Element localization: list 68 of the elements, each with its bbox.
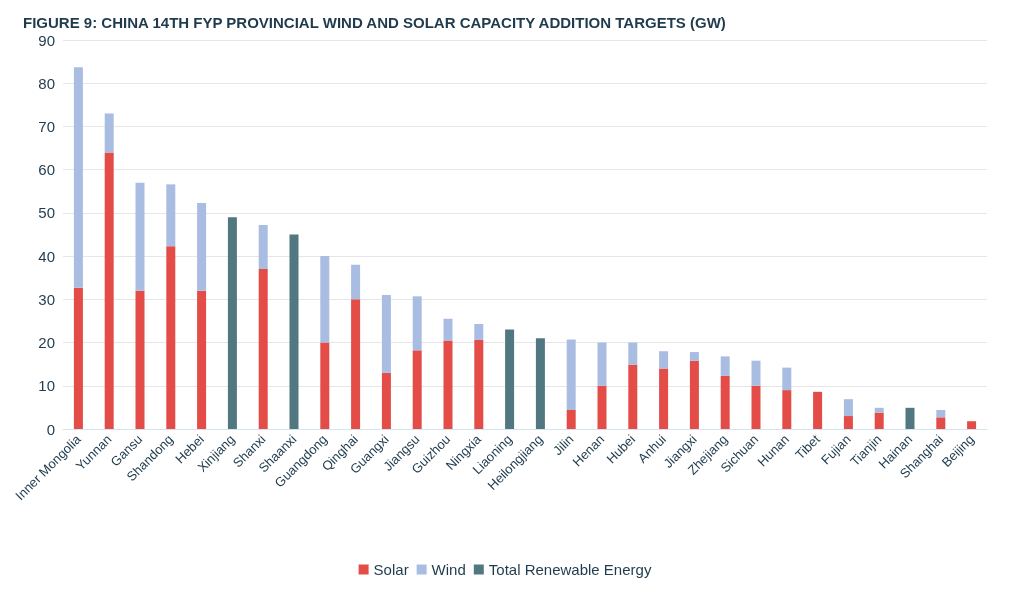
bar [751,385,761,429]
legend-label: Solar [373,561,409,578]
bar [289,234,299,429]
y-tick-label: 90 [38,31,55,49]
bar [843,416,853,429]
bar [351,299,361,429]
x-tick-label: Jilin [550,431,577,459]
bar [73,287,83,429]
bar [197,202,207,291]
y-tick-label: 60 [38,161,55,179]
bar [813,391,823,429]
bar [320,342,330,429]
bar [474,323,484,340]
bar [443,340,453,429]
bar [751,360,761,386]
y-tick-label: 10 [38,377,55,395]
bar [689,360,699,429]
chart-title: FIGURE 9: CHINA 14TH FYP PROVINCIAL WIND AND SOLAR CAPACITY ADDITION TARGETS (GW) [23,14,726,31]
bar [166,184,176,247]
bar [381,372,391,429]
bar [104,113,114,153]
bar [659,351,669,369]
bar [258,269,268,429]
bar [443,318,453,341]
bar [166,246,176,429]
y-tick-label: 80 [38,74,55,92]
bar [843,399,853,417]
bar [659,368,669,429]
bar [782,367,792,391]
legend-label: Wind [431,561,466,578]
bar [874,407,884,413]
bar [597,342,607,386]
bar [967,421,977,429]
bar [628,364,638,429]
bar [905,407,915,429]
y-tick-label: 50 [38,204,55,222]
bar [474,339,484,429]
bar [720,375,730,429]
bar [381,295,391,373]
y-tick-label: 0 [46,420,55,438]
bar [320,256,330,343]
bar [227,217,237,429]
bar [720,356,730,376]
bar [412,296,422,351]
y-tick-label: 70 [38,117,55,135]
bar [197,290,207,429]
bar [104,152,114,429]
bar [936,417,946,429]
bar [535,338,545,429]
bar [628,342,638,365]
y-tick-label: 20 [38,334,55,352]
bar [258,224,268,270]
bar [689,352,699,361]
bar [505,329,515,429]
bar [566,409,576,429]
y-tick-label: 40 [38,247,55,265]
bar [566,339,576,410]
bar [135,290,145,429]
legend-label: Total Renewable Energy [488,561,652,578]
bar [412,350,422,429]
bar [351,264,361,300]
bar [597,385,607,429]
y-tick-label: 30 [38,290,55,308]
bar [135,182,145,291]
bar [73,67,83,288]
bar [936,409,946,418]
bar [874,412,884,429]
bar [782,390,792,429]
